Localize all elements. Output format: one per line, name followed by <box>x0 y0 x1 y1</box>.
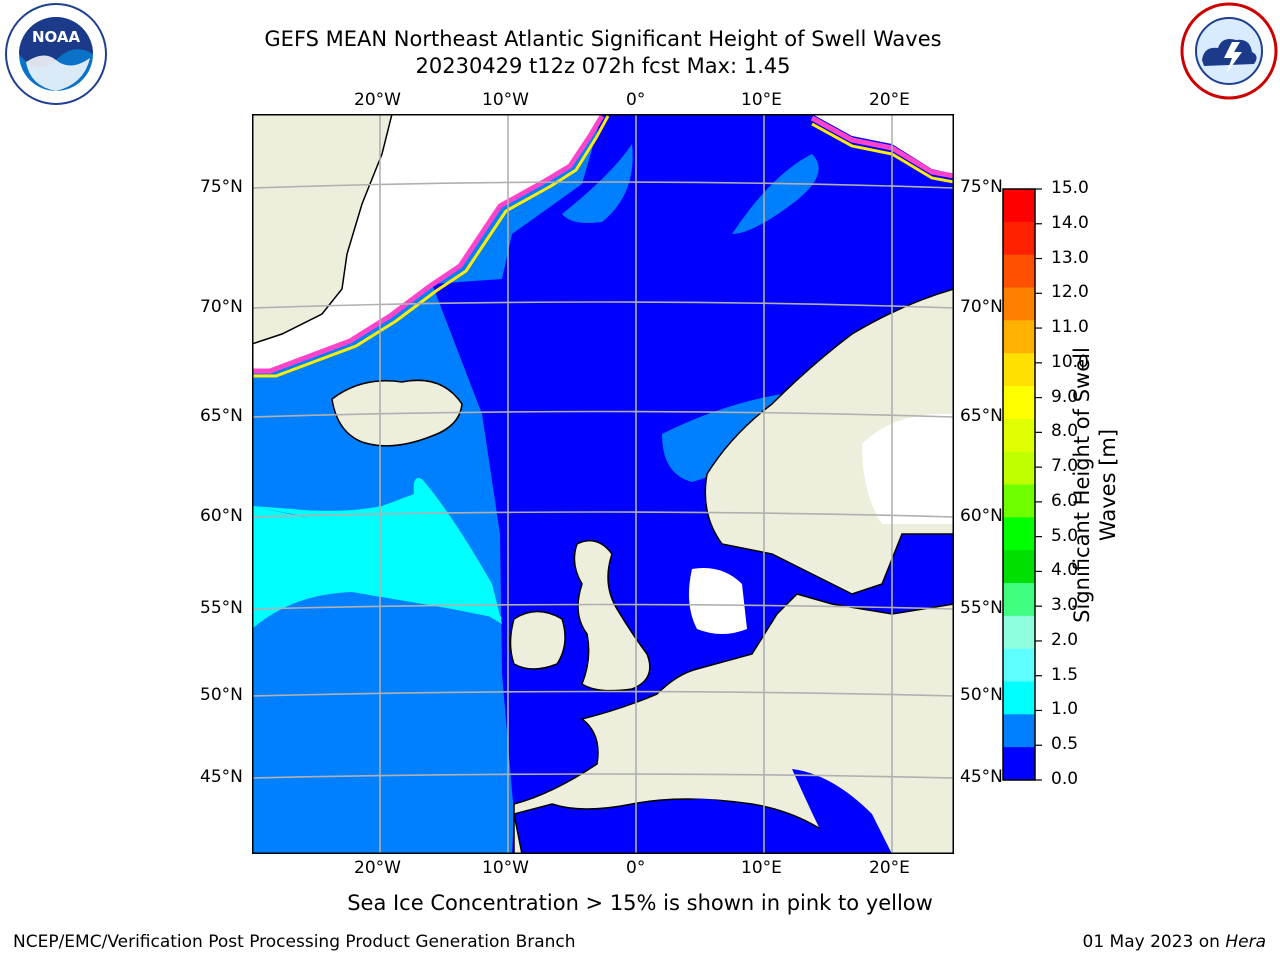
colorbar-swatch <box>1003 550 1035 584</box>
colorbar-tick-label: 1.0 <box>1051 699 1079 720</box>
chart-title: GEFS MEAN Northeast Atlantic Significant… <box>264 27 942 51</box>
colorbar-tick-label: 9.0 <box>1051 386 1079 407</box>
colorbar-swatch <box>1003 583 1035 617</box>
colorbar-swatch <box>1003 747 1035 781</box>
lat-label-right: 55°N <box>960 598 1003 618</box>
sea-ice-svalbard <box>812 114 954 174</box>
sea-ice-edge-outer <box>252 115 610 378</box>
colorbar-swatch <box>1003 418 1035 453</box>
colorbar-swatch <box>1003 484 1035 518</box>
chart-subtitle: 20230429 t12z 072h fcst Max: 1.45 <box>415 54 791 78</box>
colorbar-tick-label: 4.0 <box>1051 560 1079 581</box>
land-greenland <box>252 114 393 345</box>
lon-label-bottom: 20°W <box>354 858 401 878</box>
lon-label-bottom: 10°W <box>482 858 529 878</box>
lat-label-right: 70°N <box>960 297 1003 317</box>
colorbar-tick-label: 15.0 <box>1051 178 1089 198</box>
lat-label-right: 75°N <box>960 177 1003 197</box>
lat-label-left: 50°N <box>200 685 243 705</box>
nws-logo-icon <box>1180 2 1278 100</box>
footer-host: Hera <box>1225 932 1266 952</box>
colorbar-tick-label: 14.0 <box>1051 212 1089 233</box>
lat-label-right: 45°N <box>960 767 1003 787</box>
graticule <box>252 114 954 854</box>
lon-label-top: 20°E <box>869 90 910 110</box>
colorbar-tick-label: 3.0 <box>1051 595 1079 616</box>
colorbar-swatch <box>1003 648 1035 682</box>
lat-label-right: 65°N <box>960 406 1003 426</box>
colorbar-swatch <box>1003 320 1035 354</box>
map-panel <box>252 114 954 854</box>
colorbar-swatch <box>1003 254 1035 288</box>
colorbar <box>1002 188 1042 781</box>
lat-label-left: 45°N <box>200 767 243 787</box>
colorbar-swatch <box>1003 451 1035 485</box>
colorbar-tick-label: 12.0 <box>1051 282 1089 303</box>
colorbar-tick-label: 13.0 <box>1051 247 1089 268</box>
sea-ice-caption: Sea Ice Concentration > 15% is shown in … <box>347 891 933 915</box>
colorbar-label-line2: Waves [m] <box>1096 428 1120 542</box>
swell-band-0.5-1.0-north <box>562 144 633 223</box>
sea-mediterranean <box>672 799 748 854</box>
colorbar-swatch <box>1003 386 1035 420</box>
footer-left: NCEP/EMC/Verification Post Processing Pr… <box>13 932 576 952</box>
colorbar-tick-label: 5.0 <box>1051 525 1079 546</box>
colorbar-swatch <box>1003 714 1035 748</box>
noaa-logo-icon: NOAA <box>5 3 107 105</box>
colorbar-swatch <box>1003 517 1035 551</box>
colorbar-tick-label: 6.0 <box>1051 490 1079 511</box>
lon-label-top: 10°E <box>741 90 782 110</box>
sea-ice-edge <box>252 114 605 374</box>
colorbar-tick-label: 7.0 <box>1051 456 1079 477</box>
lon-label-top: 0° <box>626 90 646 110</box>
lat-label-left: 60°N <box>200 506 243 526</box>
colorbar-tick-label: 2.0 <box>1051 629 1079 650</box>
colorbar-tick-label: 10.0 <box>1051 351 1089 372</box>
land-great-britain <box>573 539 651 692</box>
lon-label-top: 10°W <box>482 90 529 110</box>
noaa-logo-text: NOAA <box>32 28 81 46</box>
colorbar-label-line1: Significant Height of Swell <box>1070 347 1094 623</box>
lon-label-bottom: 0° <box>626 858 646 878</box>
lon-label-top: 20°W <box>354 90 401 110</box>
lat-label-left: 65°N <box>200 406 243 426</box>
swell-band-0.5-1.0-barents <box>732 154 819 234</box>
colorbar-tick-label: 8.0 <box>1051 421 1079 442</box>
colorbar-tick-label: 0.5 <box>1051 734 1079 755</box>
colorbar-swatch <box>1003 353 1035 387</box>
colorbar-label: Significant Height of Swell Waves [m] <box>1069 215 1121 755</box>
land-europe <box>513 593 954 854</box>
lat-label-left: 70°N <box>200 297 243 317</box>
footer-date: 01 May 2023 on <box>1082 932 1226 952</box>
white-baltic <box>862 414 954 524</box>
colorbar-swatch <box>1003 681 1035 715</box>
sea-adriatic <box>792 769 892 854</box>
lon-label-bottom: 20°E <box>869 858 910 878</box>
lat-label-left: 55°N <box>200 598 243 618</box>
white-north-sea <box>688 568 747 634</box>
colorbar-swatch <box>1003 287 1035 321</box>
lat-label-right: 50°N <box>960 685 1003 705</box>
colorbar-tick-label: 11.0 <box>1051 317 1089 338</box>
lat-label-left: 75°N <box>200 177 243 197</box>
footer-right: 01 May 2023 on Hera <box>1083 932 1267 952</box>
colorbar-swatch <box>1003 221 1035 256</box>
lat-label-right: 60°N <box>960 506 1003 526</box>
colorbar-swatch <box>1003 615 1035 650</box>
colorbar-swatch <box>1003 189 1035 223</box>
land-ireland <box>509 610 566 670</box>
colorbar-tick-label: 0.0 <box>1051 769 1079 789</box>
colorbar-tick-label: 1.5 <box>1051 664 1079 685</box>
lon-label-bottom: 10°E <box>741 858 782 878</box>
